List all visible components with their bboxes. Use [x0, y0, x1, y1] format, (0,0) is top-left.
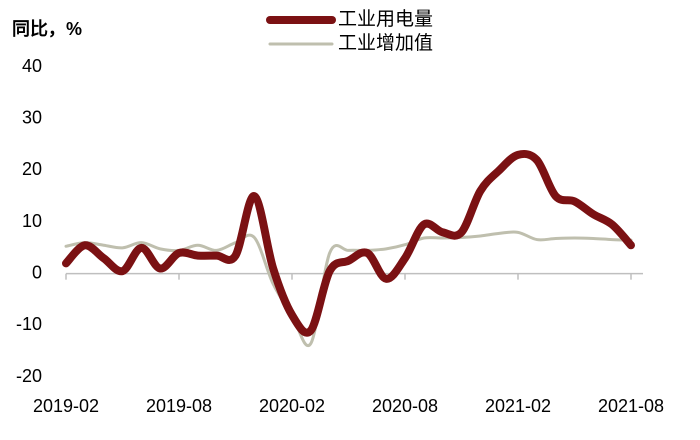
y-tick-label: 20: [22, 159, 42, 179]
y-tick-label: 0: [32, 262, 42, 282]
legend-label: 工业增加值: [338, 32, 433, 54]
y-tick-label: 10: [22, 211, 42, 231]
y-tick-label: -20: [16, 366, 42, 386]
x-tick-label: 2020-08: [372, 396, 438, 416]
legend-label: 工业用电量: [338, 8, 433, 30]
line-series: [62, 149, 635, 337]
x-tick-label: 2020-02: [259, 396, 325, 416]
line-series: [64, 230, 633, 348]
x-tick-label: 2019-08: [146, 396, 212, 416]
y-tick-label: 30: [22, 107, 42, 127]
x-tick-label: 2021-02: [485, 396, 551, 416]
y-tick-label: -10: [16, 314, 42, 334]
y-tick-label: 40: [22, 56, 42, 76]
x-tick-label: 2019-02: [33, 396, 99, 416]
y-axis-label: 同比，%: [12, 19, 82, 39]
x-tick-label: 2021-08: [598, 396, 664, 416]
